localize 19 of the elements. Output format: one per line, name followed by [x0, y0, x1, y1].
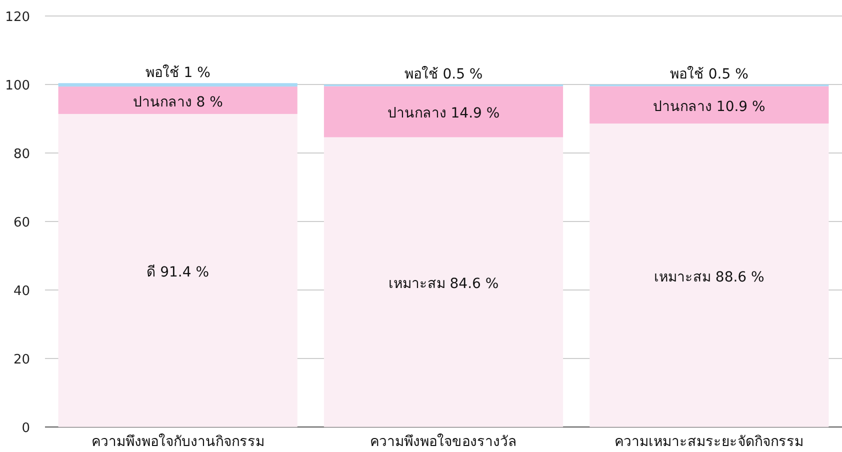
y-tick-label: 0	[22, 421, 30, 436]
x-tick-label: ความเหมาะสมระยะจัดกิจกรรม	[614, 434, 804, 450]
y-tick-label: 20	[13, 352, 30, 368]
x-tick-label: ความพึงพอใจของรางวัล	[370, 433, 517, 450]
data-label: ปานกลาง 10.9 %	[652, 98, 766, 115]
y-tick-label: 120	[5, 10, 30, 25]
y-tick-label: 80	[13, 147, 30, 162]
data-label: พอใช้ 1 %	[145, 64, 210, 82]
data-label: ดี 91.4 %	[146, 264, 210, 280]
data-label: พอใช้ 0.5 %	[670, 66, 748, 82]
y-tick-label: 40	[13, 284, 30, 299]
data-label: ปานกลาง 8 %	[132, 94, 223, 110]
data-label: ปานกลาง 14.9 %	[387, 106, 500, 122]
x-tick-label: ความพึงพอใจกับงานกิจกรรม	[91, 433, 264, 450]
data-label: เหมาะสม 88.6 %	[654, 269, 764, 286]
data-label: เหมาะสม 84.6 %	[388, 276, 499, 292]
y-tick-label: 100	[5, 78, 30, 94]
y-tick-label: 60	[13, 216, 30, 230]
data-label: พอใช้ 0.5 %	[404, 66, 483, 82]
